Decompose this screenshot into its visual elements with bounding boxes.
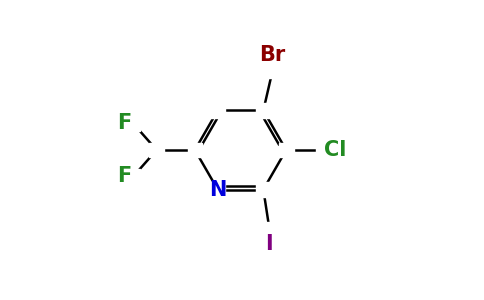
Bar: [129, 169, 140, 181]
Text: Cl: Cl: [324, 140, 347, 160]
Bar: [266, 66, 278, 78]
Bar: [256, 103, 271, 118]
Bar: [316, 144, 327, 156]
Text: N: N: [209, 179, 227, 200]
Bar: [256, 182, 271, 197]
Bar: [263, 222, 275, 234]
Bar: [211, 103, 225, 118]
Text: I: I: [265, 234, 273, 254]
Text: Br: Br: [259, 45, 285, 65]
Text: F: F: [117, 113, 132, 134]
Bar: [187, 142, 202, 158]
Bar: [279, 142, 293, 158]
Text: F: F: [117, 167, 132, 187]
Bar: [129, 119, 140, 131]
Bar: [211, 182, 225, 197]
Bar: [149, 142, 164, 158]
